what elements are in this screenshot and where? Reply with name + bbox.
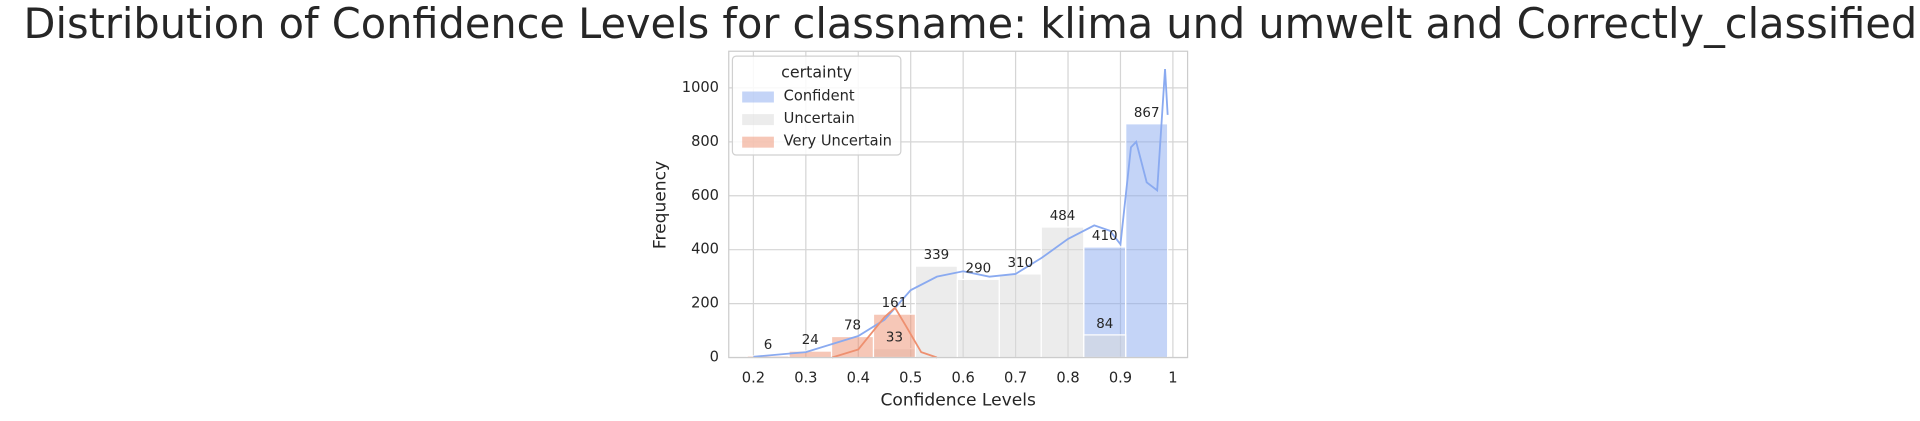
y-tick-label: 800 <box>691 133 719 150</box>
bar <box>998 273 1042 359</box>
x-tick-label: 0.6 <box>952 369 975 386</box>
x-tick-label: 0.7 <box>1004 369 1027 386</box>
y-tick-label: 400 <box>691 241 719 258</box>
legend-swatch <box>742 91 774 103</box>
x-tick-label: 0.2 <box>742 369 765 386</box>
bar <box>956 278 1000 359</box>
value-label: 161 <box>882 296 908 311</box>
x-tick-label: 0.8 <box>1056 369 1079 386</box>
value-label: 24 <box>802 333 819 348</box>
legend-label: Confident <box>784 87 855 104</box>
value-label: 484 <box>1050 209 1076 224</box>
value-label: 867 <box>1134 106 1160 121</box>
plot-frame <box>728 50 1189 359</box>
x-tick-label: 1 <box>1168 369 1177 386</box>
value-label: 339 <box>924 248 950 263</box>
y-tick-label: 200 <box>691 295 719 312</box>
bar <box>1083 334 1127 359</box>
value-label: 84 <box>1096 317 1113 332</box>
bar <box>788 350 833 359</box>
value-label: 33 <box>886 331 903 346</box>
x-tick-label: 0.9 <box>1109 369 1132 386</box>
legend-swatch <box>742 136 774 148</box>
y-axis-label: Frequency <box>650 161 670 249</box>
legend-label: Very Uncertain <box>784 133 892 150</box>
value-label: 78 <box>844 319 861 334</box>
kde-line <box>831 306 938 359</box>
legend-swatch <box>742 114 774 126</box>
x-tick-label: 0.4 <box>847 369 870 386</box>
kde-line <box>753 68 1169 358</box>
legend-title: certainty <box>781 63 852 82</box>
x-axis-label: Confidence Levels <box>880 390 1036 410</box>
value-label: 290 <box>966 261 992 276</box>
legend-box <box>731 55 902 156</box>
x-tick-label: 0.3 <box>794 369 817 386</box>
bar <box>1040 226 1085 359</box>
bar <box>914 265 958 359</box>
kde-lines <box>753 68 1169 359</box>
legend-label: Uncertain <box>784 110 855 127</box>
value-labels: 410 867 33 339 290 310 484 84 6 24 78 161 <box>764 106 1160 353</box>
x-tick-label: 0.5 <box>899 369 922 386</box>
value-label: 410 <box>1092 229 1118 244</box>
chart-title: Distribution of Confidence Levels for cl… <box>24 0 1918 48</box>
bars <box>746 123 1169 359</box>
y-tick-label: 1000 <box>682 79 719 96</box>
value-label: 6 <box>764 338 773 353</box>
y-tick-label: 0 <box>710 349 719 366</box>
legend: certainty Confident Uncertain Very Uncerta… <box>731 55 902 156</box>
bar <box>1125 123 1169 359</box>
value-label: 310 <box>1008 256 1034 271</box>
y-tick-label: 600 <box>691 187 719 204</box>
